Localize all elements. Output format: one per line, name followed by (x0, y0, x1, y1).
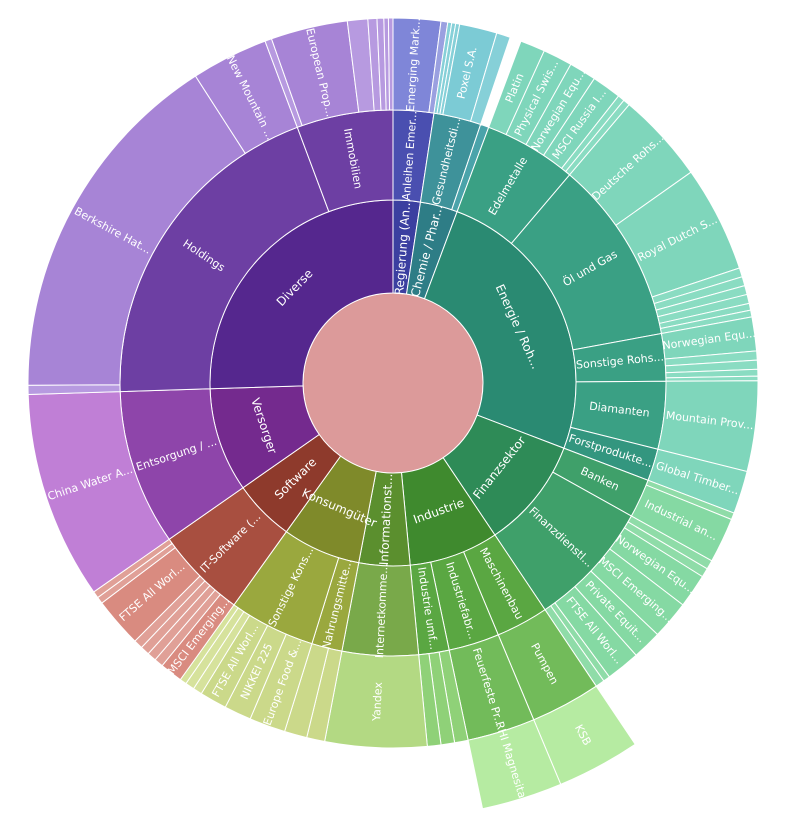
sunburst-label-internetkomme: Internetkomme... (373, 563, 390, 659)
sunburst-rings (27, 17, 759, 810)
sunburst-center[interactable] (302, 292, 484, 474)
sunburst-segment-segment[interactable] (387, 17, 394, 111)
sunburst-label-informationst: Informationst... (377, 473, 395, 565)
sunburst-label-yandex: Yandex (370, 681, 385, 722)
sunburst-label-emerging-mark: Emerging Mark... (404, 17, 423, 112)
